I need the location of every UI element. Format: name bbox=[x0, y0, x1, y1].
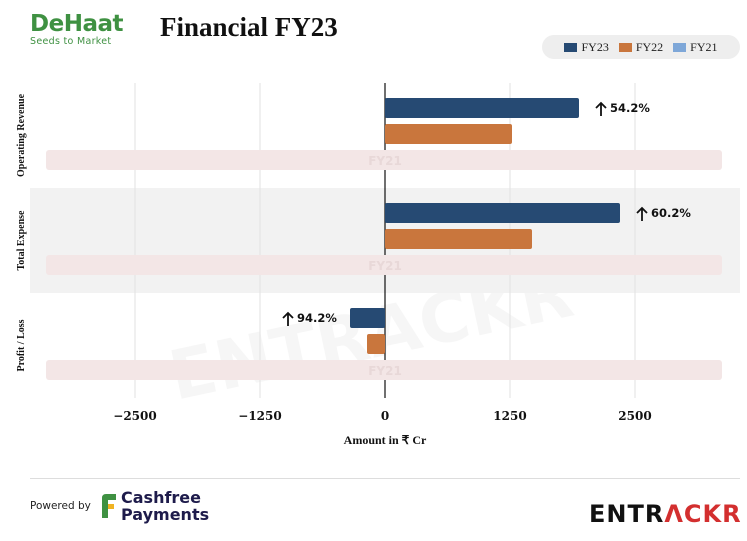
legend-item-fy21: FY21 bbox=[673, 39, 718, 55]
logo-name: DeHaat bbox=[30, 11, 123, 37]
legend-swatch-fy21 bbox=[673, 42, 687, 52]
bar-fy23 bbox=[385, 98, 579, 118]
bar-fy22 bbox=[385, 229, 532, 249]
entrackr-logo: ENTRΛCKR bbox=[589, 500, 742, 528]
x-tick-label: 2500 bbox=[618, 409, 651, 423]
legend-item-fy22: FY22 bbox=[618, 39, 664, 55]
legend-label-fy23: FY23 bbox=[581, 39, 609, 54]
up-arrow-icon bbox=[595, 101, 607, 116]
fy21-placeholder-label: FY21 bbox=[368, 364, 402, 378]
legend-item-fy23: FY23 bbox=[564, 39, 609, 55]
legend-label-fy21: FY21 bbox=[690, 39, 718, 54]
bar-fy22 bbox=[367, 334, 385, 354]
growth-label: 60.2% bbox=[651, 206, 691, 220]
fy21-placeholder-label: FY21 bbox=[368, 154, 402, 168]
x-tick-label: −1250 bbox=[238, 409, 281, 423]
chart-legend: FY23 FY22 FY21 bbox=[542, 35, 740, 59]
fy21-placeholder-bar bbox=[46, 360, 722, 380]
fy21-placeholder-label: FY21 bbox=[368, 259, 402, 273]
category-label: Total Expense bbox=[16, 210, 27, 270]
footer-divider bbox=[30, 478, 740, 479]
page-title: Financial FY23 bbox=[160, 12, 338, 42]
legend-label-fy22: FY22 bbox=[635, 39, 664, 54]
powered-by-text: Powered by bbox=[30, 500, 91, 512]
brand-part-2: Λ bbox=[664, 500, 684, 528]
growth-label: 54.2% bbox=[610, 101, 650, 115]
bar-fy23 bbox=[350, 308, 385, 328]
fy21-placeholder-bar bbox=[46, 150, 722, 170]
brand-part-1: ENTR bbox=[589, 500, 665, 528]
brand-part-3: CKR bbox=[683, 500, 742, 528]
logo-tagline: Seeds to Market bbox=[30, 36, 112, 47]
legend-swatch-fy23 bbox=[564, 42, 578, 52]
bar-fy23 bbox=[385, 203, 620, 223]
category-label: Operating Revenue bbox=[16, 93, 27, 177]
up-arrow-icon bbox=[282, 311, 294, 326]
bar-chart: ENTRACKROperating RevenueFY2154.2%Total … bbox=[16, 83, 740, 447]
category-label: Profit / Loss bbox=[16, 319, 27, 371]
cashfree-icon bbox=[102, 494, 116, 518]
cashfree-payments-logo: Cashfree Payments bbox=[121, 489, 209, 523]
legend-swatch-fy22 bbox=[618, 42, 632, 52]
x-tick-label: 1250 bbox=[493, 409, 526, 423]
cashfree-name: Cashfree bbox=[121, 488, 202, 507]
up-arrow-icon bbox=[636, 206, 648, 221]
x-tick-label: −2500 bbox=[113, 409, 156, 423]
growth-label: 94.2% bbox=[297, 311, 337, 325]
bar-fy22 bbox=[385, 124, 512, 144]
dehaat-logo: DeHaat Seeds to Market bbox=[30, 12, 123, 47]
x-tick-label: 0 bbox=[381, 409, 389, 423]
fy21-placeholder-bar bbox=[46, 255, 722, 275]
x-axis-label: Amount in ₹ Cr bbox=[344, 433, 427, 447]
payments-name: Payments bbox=[121, 505, 210, 524]
